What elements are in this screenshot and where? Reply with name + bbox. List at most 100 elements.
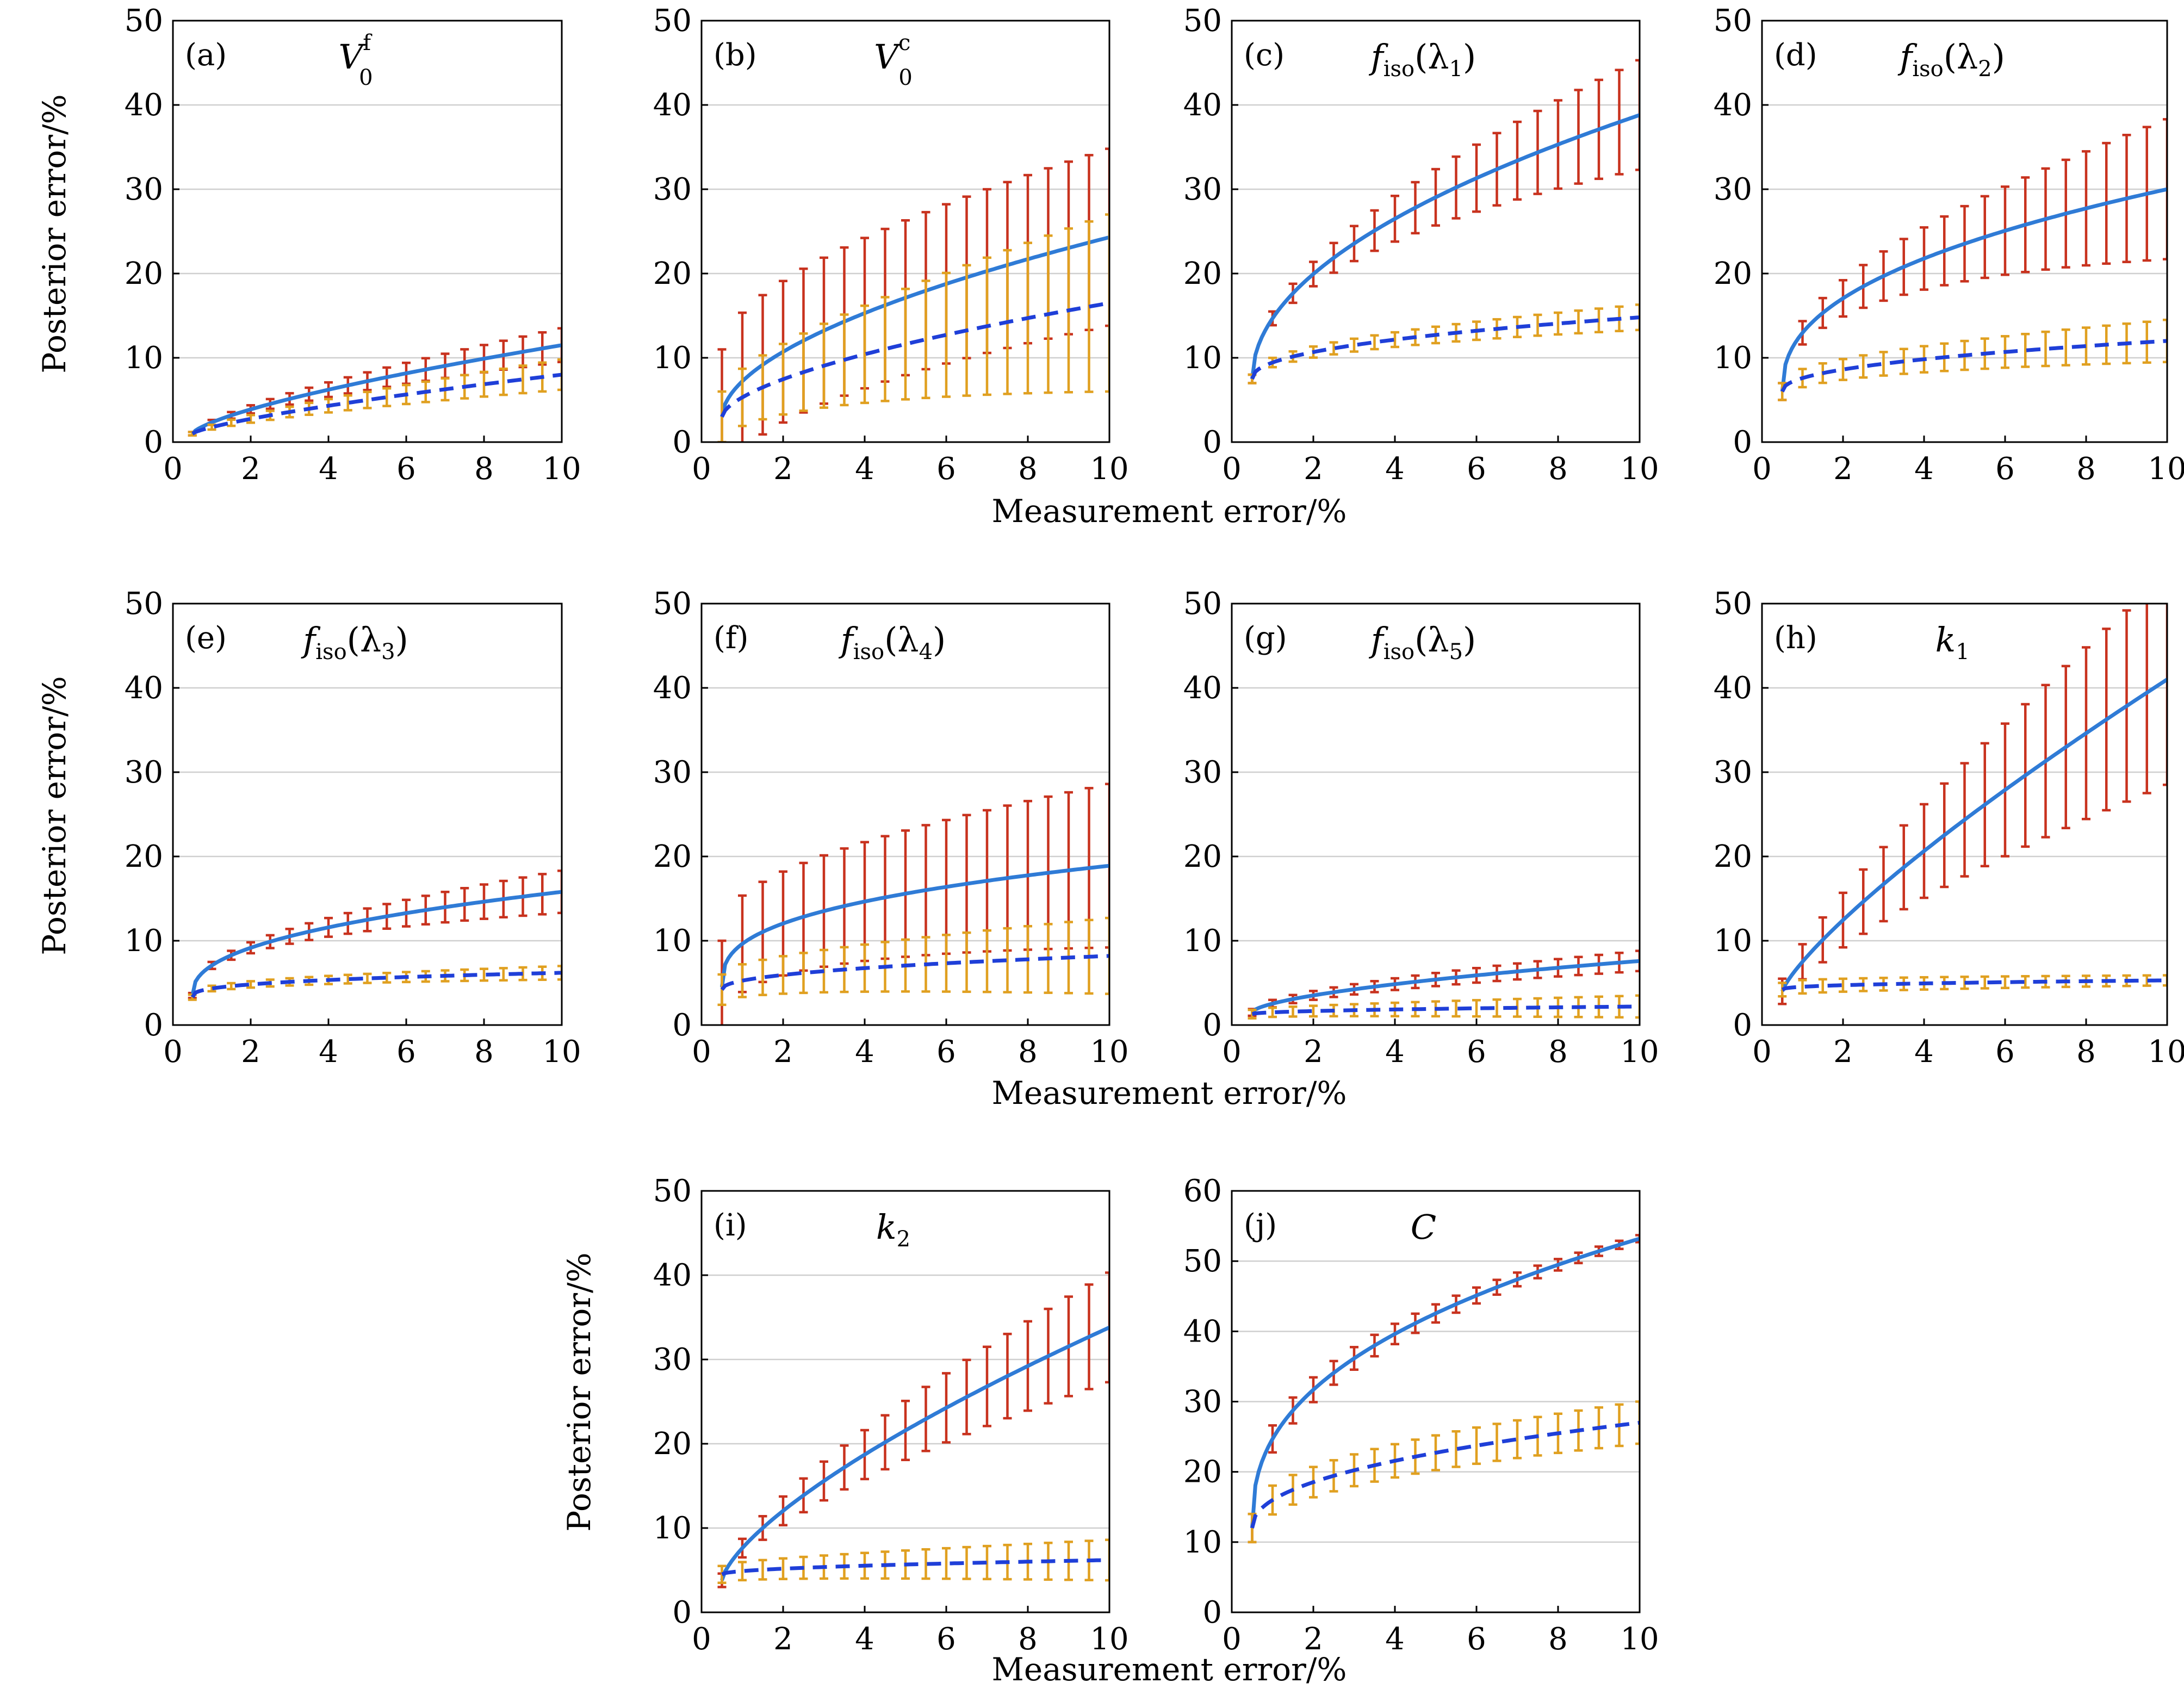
ytick-label-c-0: 0 bbox=[1202, 425, 1222, 460]
errorbar-a-dashed-5 bbox=[363, 390, 372, 409]
series-e-dashed bbox=[188, 965, 562, 1001]
series-i-dashed bbox=[717, 1538, 1109, 1584]
errorbar-c-dashed-8 bbox=[1554, 311, 1562, 336]
xtick-label-c-8: 8 bbox=[1548, 451, 1568, 487]
series-g-dashed bbox=[1248, 994, 1640, 1020]
series-f-dashed bbox=[717, 916, 1109, 1007]
ytick-label-i-40: 40 bbox=[653, 1258, 692, 1293]
errorbar-c-dashed-3 bbox=[1350, 337, 1358, 353]
errorbar-f-dashed-6.5 bbox=[962, 931, 971, 993]
errorbar-h-dashed-6.5 bbox=[2021, 975, 2030, 989]
errorbar-c-solid-10 bbox=[1635, 59, 1640, 171]
xlabel-row2: Measurement error/% bbox=[992, 1075, 1347, 1111]
ytick-label-b-30: 30 bbox=[653, 172, 692, 207]
errorbar-b-solid-10 bbox=[1105, 147, 1109, 327]
xtick-label-f-2: 2 bbox=[773, 1034, 793, 1070]
panel-i: 0 10 20 30 40 50 0 2 4 6 8 10 (i) k2 bbox=[653, 1173, 1129, 1657]
panel-j: 0 10 20 30 40 50 60 0 2 4 6 8 10 (j) C bbox=[1183, 1173, 1659, 1657]
errorbar-b-dashed-4.5 bbox=[880, 296, 890, 402]
errorbar-a-dashed-4.5 bbox=[343, 394, 352, 412]
xtick-label-a-0: 0 bbox=[163, 451, 183, 487]
errorbar-d-dashed-7 bbox=[2041, 330, 2050, 368]
errorbar-j-dashed-5.5 bbox=[1451, 1430, 1461, 1468]
errorbar-b-dashed-10 bbox=[1105, 213, 1109, 393]
panel-e: 0 10 20 30 40 50 0 2 4 6 8 10 (e) fiso(λ3) bbox=[125, 586, 581, 1070]
xtick-label-g-2: 2 bbox=[1304, 1034, 1323, 1070]
ytick-label-a-10: 10 bbox=[125, 340, 163, 376]
errorbar-c-dashed-3.5 bbox=[1370, 334, 1379, 351]
errorbar-c-dashed-9 bbox=[1594, 307, 1603, 333]
curve-b-dashed bbox=[720, 301, 1109, 418]
curve-g-dashed bbox=[1251, 1004, 1640, 1016]
ytick-label-b-20: 20 bbox=[653, 256, 692, 291]
curve-j-solid bbox=[1250, 1237, 1640, 1529]
errorbar-b-dashed-9.5 bbox=[1084, 220, 1094, 393]
axes-frame-b bbox=[700, 20, 1110, 443]
axes-frame-a bbox=[172, 20, 563, 443]
ytick-label-e-0: 0 bbox=[144, 1008, 163, 1043]
errorbar-e-solid-10 bbox=[557, 870, 562, 915]
ytick-label-h-20: 20 bbox=[1714, 839, 1752, 874]
ytick-label-f-20: 20 bbox=[653, 839, 692, 874]
series-g-solid bbox=[1248, 949, 1640, 1017]
ytick-label-h-10: 10 bbox=[1714, 923, 1752, 959]
curve-e-solid bbox=[190, 890, 562, 996]
ytick-label-i-10: 10 bbox=[653, 1511, 692, 1546]
ytick-label-e-40: 40 bbox=[125, 670, 163, 706]
ytick-label-c-20: 20 bbox=[1183, 256, 1222, 291]
panel-tag-h: (h) bbox=[1774, 620, 1817, 656]
ylabel-row3: Posterior error/% bbox=[561, 1252, 598, 1531]
errorbar-g-solid-10 bbox=[1635, 949, 1640, 973]
ytick-label-h-50: 50 bbox=[1714, 586, 1752, 622]
errorbar-e-dashed-10 bbox=[557, 965, 562, 981]
panel-title-b: Vc 0 bbox=[874, 30, 913, 90]
ytick-label-j-20: 20 bbox=[1183, 1455, 1222, 1490]
errorbar-f-dashed-2 bbox=[779, 955, 787, 995]
axes-frame-e bbox=[172, 603, 563, 1026]
ytick-label-d-30: 30 bbox=[1714, 172, 1752, 207]
errorbar-f-dashed-2.5 bbox=[799, 952, 808, 995]
xtick-label-a-8: 8 bbox=[474, 451, 494, 487]
xtick-label-h-4: 4 bbox=[1914, 1034, 1934, 1070]
panel-title-a: Vf 0 bbox=[339, 30, 373, 90]
series-d-solid bbox=[1778, 118, 2167, 401]
axes-frame-h bbox=[1761, 603, 2168, 1026]
errorbar-f-dashed-6 bbox=[942, 934, 951, 993]
ytick-label-f-30: 30 bbox=[653, 755, 692, 790]
errorbar-b-dashed-6 bbox=[942, 271, 951, 398]
errorbar-j-dashed-7 bbox=[1513, 1419, 1522, 1460]
errorbar-b-dashed-5.5 bbox=[921, 280, 930, 400]
errorbar-d-dashed-0.5 bbox=[1778, 382, 1787, 401]
errorbar-e-dashed-5.5 bbox=[382, 971, 392, 984]
errorbar-h-solid-10 bbox=[2163, 604, 2167, 786]
panel-title-c: fiso(λ1) bbox=[1369, 37, 1476, 82]
xtick-label-c-0: 0 bbox=[1222, 451, 1242, 487]
errorbar-g-dashed-1 bbox=[1268, 1006, 1277, 1019]
panel-title-f: fiso(λ4) bbox=[839, 620, 946, 665]
xtick-label-h-2: 2 bbox=[1833, 1034, 1853, 1070]
ytick-label-a-20: 20 bbox=[125, 256, 163, 291]
xtick-label-d-2: 2 bbox=[1833, 451, 1853, 487]
series-b-solid bbox=[717, 147, 1109, 442]
curve-h-dashed bbox=[1781, 978, 2167, 992]
ytick-label-g-20: 20 bbox=[1183, 839, 1222, 874]
xtick-label-j-0: 0 bbox=[1222, 1622, 1242, 1657]
axes-frame-g bbox=[1231, 603, 1641, 1026]
ytick-label-f-10: 10 bbox=[653, 923, 692, 959]
errorbar-c-dashed-7.5 bbox=[1533, 313, 1542, 337]
series-i-solid bbox=[717, 1271, 1109, 1588]
panel-tag-c: (c) bbox=[1244, 38, 1285, 73]
errorbar-h-dashed-5.5 bbox=[1980, 975, 1989, 990]
ylabel-row1: Posterior error/% bbox=[36, 94, 73, 373]
xtick-label-e-10: 10 bbox=[542, 1034, 581, 1070]
errorbar-e-dashed-4.5 bbox=[343, 973, 352, 985]
xtick-label-h-6: 6 bbox=[1995, 1034, 2015, 1070]
errorbar-h-dashed-2 bbox=[1839, 977, 1847, 993]
ytick-label-c-10: 10 bbox=[1183, 340, 1222, 376]
errorbar-h-dashed-9.5 bbox=[2142, 974, 2151, 987]
errorbar-j-solid-10 bbox=[1635, 1234, 1640, 1244]
ytick-label-g-10: 10 bbox=[1183, 923, 1222, 959]
errorbar-b-dashed-5 bbox=[901, 288, 910, 401]
xtick-label-f-8: 8 bbox=[1018, 1034, 1038, 1070]
